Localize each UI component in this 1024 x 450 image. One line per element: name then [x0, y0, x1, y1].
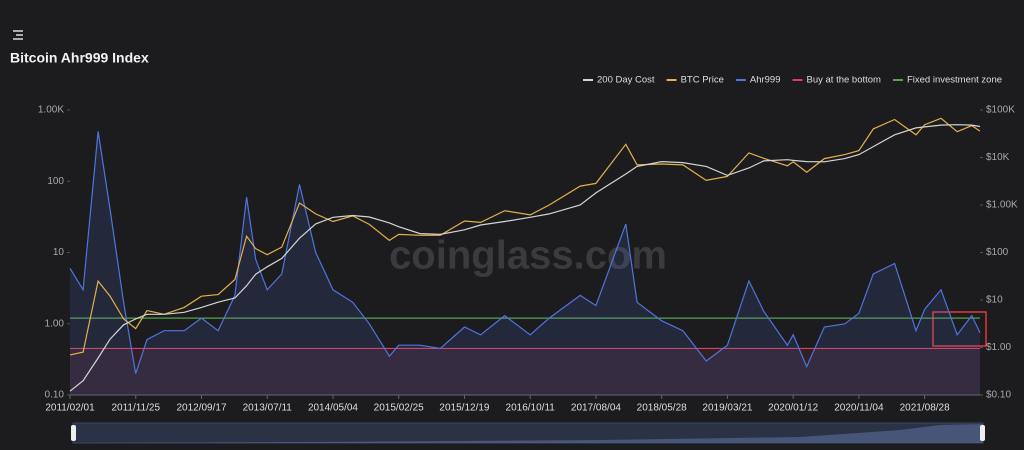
x-tick-label: 2016/10/11 — [506, 403, 556, 414]
slider-handle[interactable] — [980, 425, 985, 441]
legend-label: Ahr999 — [750, 75, 781, 86]
legend: 200 Day Cost BTC Price Ahr999 Buy at the bo… — [583, 75, 1002, 86]
x-tick-label: 2019/03/21 — [702, 403, 752, 414]
y-tick-label: 0.10 — [45, 390, 65, 401]
y2-tick-label: $10 — [986, 295, 1003, 306]
y2-tick-label: $0.10 — [986, 390, 1011, 401]
y2-tick-label: $100 — [986, 247, 1009, 258]
y-tick-label: 10 — [53, 247, 65, 258]
x-tick-label: 2011/11/25 — [111, 403, 160, 414]
legend-label: BTC Price — [681, 75, 724, 86]
series-line — [69, 131, 981, 374]
range-slider[interactable] — [71, 422, 985, 444]
x-tick-label: 2012/09/17 — [176, 403, 226, 414]
x-tick-label: 2020/01/12 — [768, 403, 818, 414]
series-line — [69, 117, 981, 356]
legend-label: 200 Day Cost — [597, 75, 655, 86]
legend-label: Fixed investment zone — [907, 75, 1002, 86]
watermark: coinglass.com — [389, 234, 667, 278]
highlight-box — [932, 311, 987, 347]
y-tick-label: 1.00K — [38, 105, 64, 116]
y2-tick-label: $1.00K — [986, 200, 1018, 211]
x-tick-label: 2020/11/04 — [834, 403, 884, 414]
x-tick-label: 2017/08/04 — [571, 403, 621, 414]
y-tick-label: 100 — [47, 176, 64, 187]
chart-title: Bitcoin Ahr999 Index — [10, 50, 149, 66]
x-tick-label: 2015/12/19 — [439, 403, 489, 414]
x-tick-label: 2015/02/25 — [374, 403, 424, 414]
x-tick-label: 2013/07/11 — [243, 403, 293, 414]
legend-label: Buy at the bottom — [807, 75, 882, 86]
y-tick-label: 1.00 — [45, 318, 65, 329]
x-tick-label: 2018/05/28 — [637, 403, 687, 414]
slider-handle[interactable] — [71, 425, 76, 441]
y2-tick-label: $100K — [986, 105, 1015, 116]
slider-preview — [73, 424, 983, 443]
x-tick-label: 2011/02/01 — [45, 403, 95, 414]
y2-tick-label: $1.00 — [986, 342, 1011, 353]
y2-tick-label: $10K — [986, 152, 1010, 163]
x-tick-label: 2014/05/04 — [308, 403, 358, 414]
zone-fill — [70, 348, 980, 395]
series-line — [69, 124, 981, 392]
menu-icon[interactable] — [13, 30, 23, 40]
x-tick-label: 2021/08/28 — [900, 403, 950, 414]
